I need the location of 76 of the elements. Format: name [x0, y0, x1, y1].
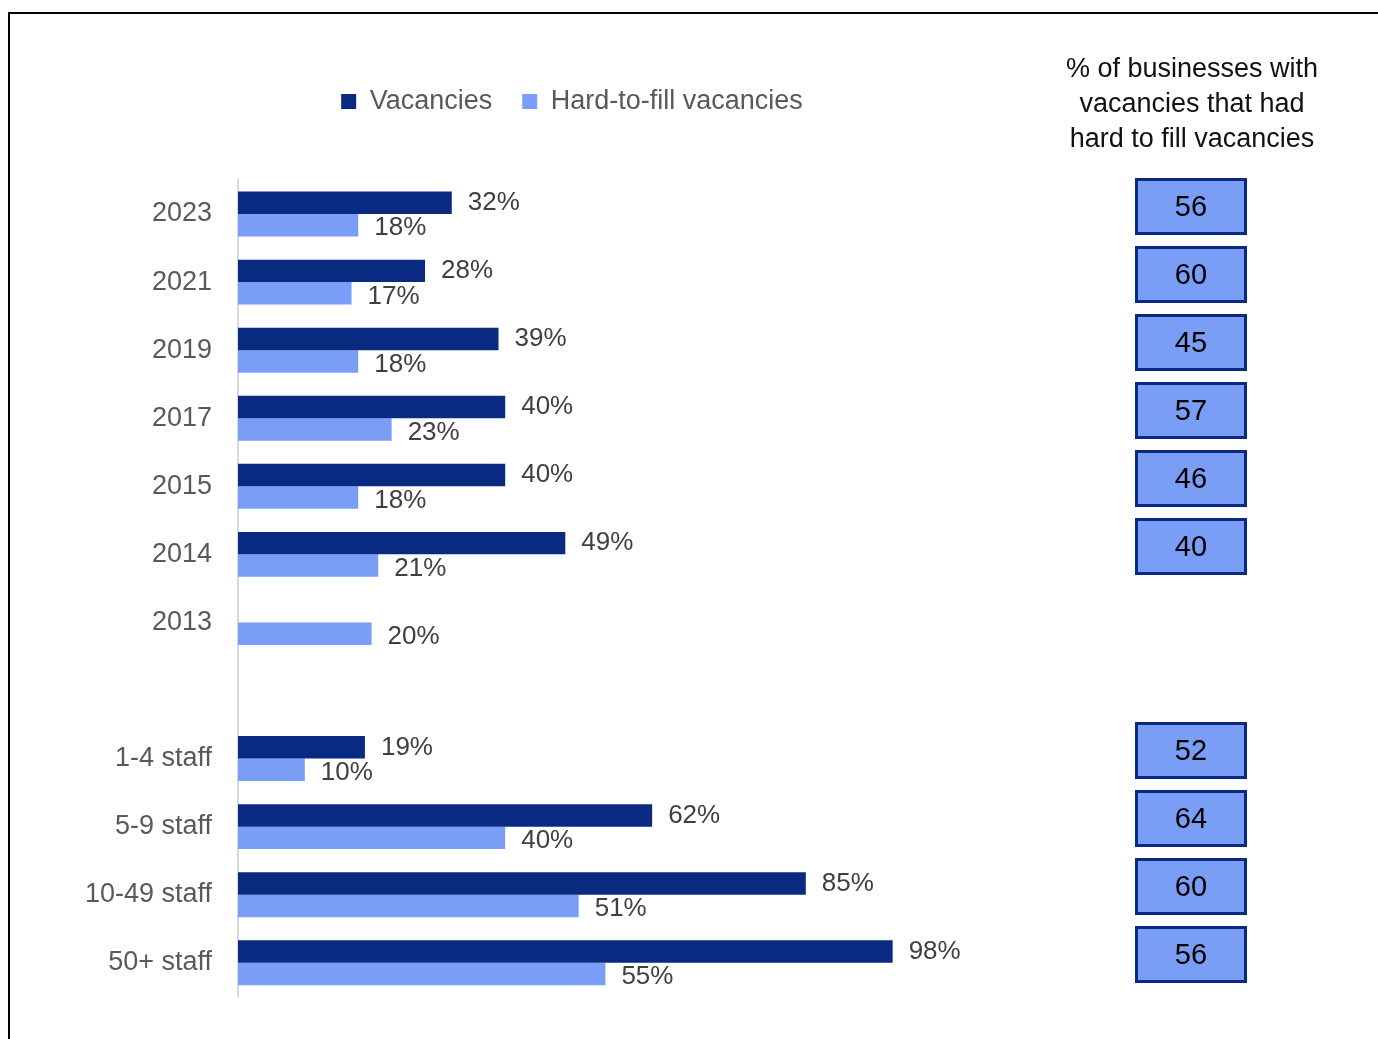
bar — [238, 894, 579, 918]
data-label: 49% — [581, 526, 634, 557]
y-tick-label: 2021 — [151, 265, 212, 296]
data-label: 64 — [1174, 802, 1208, 836]
bar — [238, 395, 506, 419]
bar — [238, 214, 359, 237]
data-label: 56 — [1174, 189, 1208, 223]
number-tile: 60 — [1135, 858, 1247, 916]
bar — [238, 418, 392, 441]
text: % of businesses with vacancies that had hard to fill vacancies — [1064, 52, 1320, 155]
bar — [238, 622, 372, 645]
data-label: 19% — [380, 730, 433, 761]
data-label: 32% — [467, 185, 520, 216]
bar — [238, 554, 379, 577]
data-label: 18% — [374, 483, 427, 514]
number-tile: 56 — [1135, 177, 1247, 235]
data-label: 51% — [594, 892, 647, 923]
data-label: 85% — [821, 866, 874, 897]
bar — [238, 872, 806, 895]
bar — [238, 804, 653, 827]
y-tick-label: 5-9 staff — [114, 810, 213, 841]
number-tile: 64 — [1135, 790, 1247, 848]
data-label: 10% — [320, 755, 373, 786]
bar — [238, 940, 893, 963]
data-label: 39% — [514, 322, 567, 353]
number-tile: 56 — [1135, 926, 1247, 984]
legend-label: Hard-to-fill vacancies — [550, 84, 803, 115]
bar — [238, 463, 506, 487]
y-tick-label: 10-49 staff — [84, 878, 213, 909]
y-tick-label: 50+ staff — [108, 946, 213, 977]
data-label: 62% — [668, 798, 721, 829]
bar — [238, 826, 506, 850]
number-tile: 52 — [1135, 722, 1247, 780]
bar — [238, 962, 606, 986]
number-tile: 45 — [1135, 313, 1247, 371]
y-tick-label: 2023 — [151, 197, 212, 228]
bar — [238, 191, 452, 215]
data-label: 98% — [908, 934, 961, 965]
data-label: 45 — [1174, 325, 1208, 359]
number-tile: 46 — [1135, 449, 1247, 507]
data-label: 20% — [387, 619, 440, 650]
data-label: 60 — [1174, 257, 1208, 291]
y-tick-label: 2017 — [151, 401, 212, 432]
data-label: 40% — [521, 390, 574, 421]
data-label: 60 — [1174, 870, 1208, 904]
bar — [238, 282, 352, 305]
bar — [238, 350, 359, 373]
data-label: 28% — [441, 254, 494, 285]
data-label: 40% — [521, 824, 574, 855]
data-label: 57 — [1174, 393, 1208, 427]
y-tick-label: 2013 — [151, 605, 212, 636]
data-label: 55% — [621, 960, 674, 991]
bar — [238, 259, 426, 283]
data-label: 18% — [374, 211, 427, 242]
data-label: 56 — [1174, 938, 1208, 972]
legend-label: Vacancies — [369, 84, 493, 115]
data-label: 52 — [1174, 734, 1208, 768]
data-label: 21% — [394, 551, 447, 582]
data-label: 18% — [374, 347, 427, 378]
bar — [238, 736, 365, 759]
bar — [238, 486, 359, 509]
bar — [238, 327, 499, 351]
data-label: 23% — [407, 415, 460, 446]
number-tile: 40 — [1135, 517, 1247, 575]
y-tick-label: 1-4 staff — [114, 742, 213, 773]
bar — [238, 758, 305, 782]
y-tick-label: 2019 — [151, 333, 212, 364]
data-label: 40% — [521, 458, 574, 489]
bar — [238, 531, 566, 555]
number-tile: 57 — [1135, 381, 1247, 439]
y-tick-label: 2015 — [151, 469, 212, 500]
y-tick-label: 2014 — [151, 537, 212, 568]
number-tile: 60 — [1135, 245, 1247, 303]
data-label: 46 — [1174, 461, 1208, 495]
data-label: 17% — [367, 279, 420, 310]
data-label: 40 — [1174, 529, 1208, 563]
